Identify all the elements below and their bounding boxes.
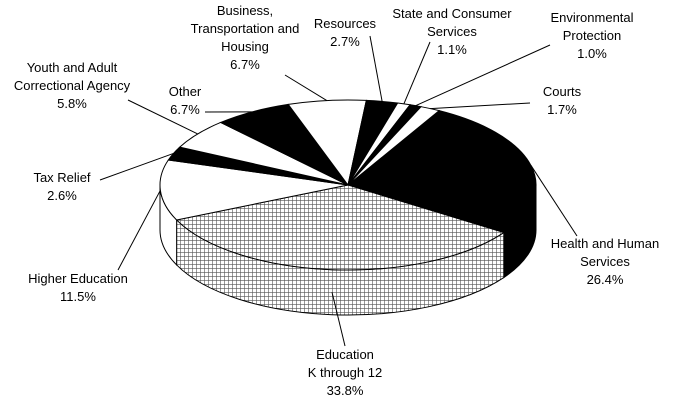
leader-line xyxy=(99,152,174,181)
leader-line xyxy=(403,41,431,105)
slice-label: Education K through 12 xyxy=(308,347,382,380)
value-label: 6.7% xyxy=(230,57,260,72)
value-label: 1.7% xyxy=(547,102,577,117)
value-label: 33.8% xyxy=(327,383,364,398)
value-label: 26.4% xyxy=(587,272,624,287)
leader-line xyxy=(369,35,383,102)
leader-line xyxy=(284,74,328,101)
slice-label: Courts xyxy=(543,84,582,99)
slice-label: Business, Transportation and Housing xyxy=(191,3,300,54)
slice-label: Resources xyxy=(314,16,377,31)
slice-label: State and Consumer Services xyxy=(392,6,512,39)
value-label: 2.6% xyxy=(47,188,77,203)
slice xyxy=(347,106,441,186)
slice-label: Environmental Protection xyxy=(550,10,633,43)
slice-label: Youth and Adult Correctional Agency xyxy=(14,60,131,93)
leader-line xyxy=(415,44,551,107)
value-label: 1.0% xyxy=(577,46,607,61)
leader-line xyxy=(127,99,198,135)
slice-label: Other xyxy=(169,84,202,99)
leader-line xyxy=(430,102,531,110)
value-label: 11.5% xyxy=(60,289,96,304)
leader-line xyxy=(331,292,346,347)
slice-label: Tax Relief xyxy=(33,170,90,185)
value-label: 5.8% xyxy=(57,96,87,111)
value-label: 2.7% xyxy=(330,34,360,49)
slice-label: Health and Human Services xyxy=(551,236,659,269)
leader-line xyxy=(117,190,161,271)
leader-line xyxy=(530,164,578,237)
slice-label: Higher Education xyxy=(28,271,128,286)
value-label: 6.7% xyxy=(170,102,200,117)
value-label: 1.1% xyxy=(437,42,467,57)
slice xyxy=(175,184,505,271)
